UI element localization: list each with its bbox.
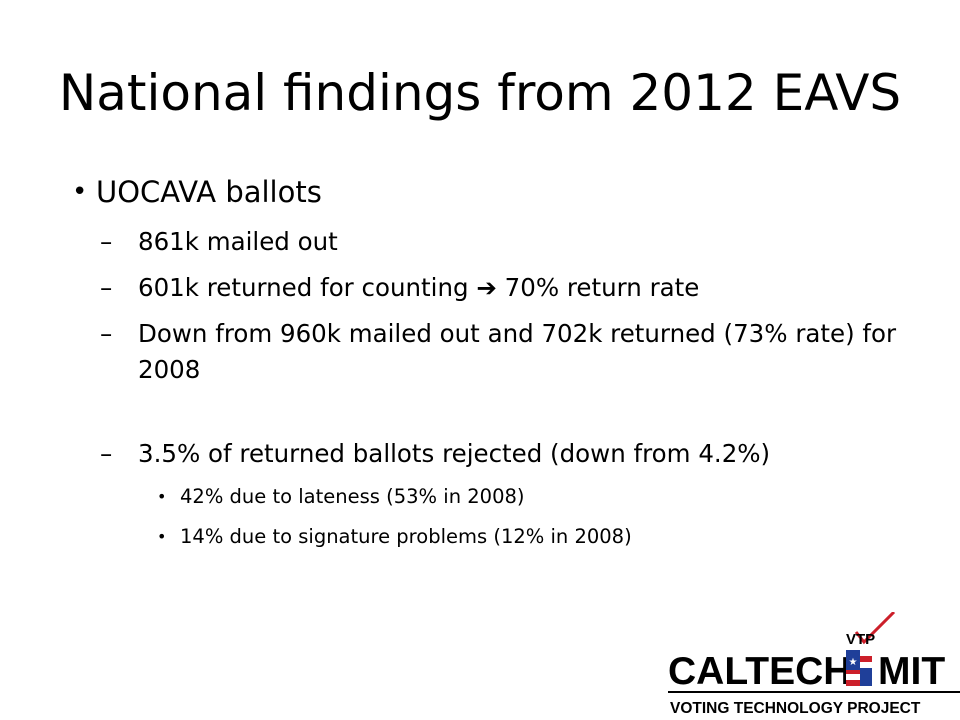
sub-sub-item-text: 42% due to lateness (53% in 2008)	[180, 485, 525, 508]
bullet-text: UOCAVA ballots	[96, 175, 322, 209]
dash-icon: –	[100, 227, 113, 256]
sub-item-text: 861k mailed out	[138, 227, 338, 256]
logo-tagline: VOTING TECHNOLOGY PROJECT	[670, 700, 921, 717]
bullet-icon: •	[157, 527, 167, 546]
bullet-uocava: • UOCAVA ballots	[72, 170, 912, 214]
sub-item-text: Down from 960k mailed out and 702k retur…	[138, 319, 897, 384]
slide-body: • UOCAVA ballots – 861k mailed out – 601…	[72, 170, 912, 552]
sub-item-text: 3.5% of returned ballots rejected (down …	[138, 439, 771, 468]
logo-caltech: CALTECH	[668, 650, 851, 693]
sub-item: – 861k mailed out	[72, 224, 912, 260]
caltech-mit-vtp-logo: VTP CALTECH ★ MIT VOTING TECHNOLOGY PROJ…	[668, 612, 960, 717]
sub-item: – 3.5% of returned ballots rejected (dow…	[72, 436, 912, 472]
dash-icon: –	[100, 273, 113, 302]
logo-vtp: VTP	[846, 631, 875, 648]
sub-item: – Down from 960k mailed out and 702k ret…	[72, 316, 912, 388]
bullet-icon: •	[72, 177, 88, 207]
check-mark-icon	[854, 612, 896, 645]
sub-sub-item-text: 14% due to signature problems (12% in 20…	[180, 525, 632, 548]
svg-text:★: ★	[849, 657, 858, 668]
slide-title: National findings from 2012 EAVS	[58, 64, 902, 122]
sub-sub-item: • 14% due to signature problems (12% in …	[72, 522, 912, 552]
flag-emblem-icon: ★	[846, 650, 872, 686]
dash-icon: –	[100, 439, 113, 468]
sub-item-text: 601k returned for counting ➔ 70% return …	[138, 273, 700, 302]
logo-mit: MIT	[878, 650, 945, 693]
sub-item: – 601k returned for counting ➔ 70% retur…	[72, 270, 912, 306]
dash-icon: –	[100, 319, 113, 348]
bullet-icon: •	[157, 487, 167, 506]
sub-sub-item: • 42% due to lateness (53% in 2008)	[72, 482, 912, 512]
